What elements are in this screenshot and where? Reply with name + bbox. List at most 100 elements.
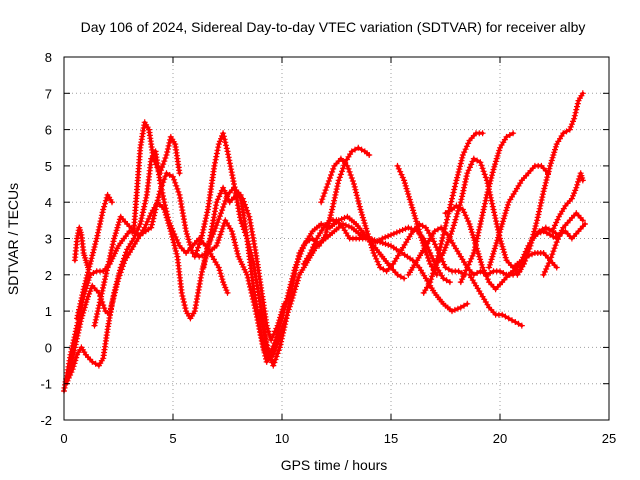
data-point-marker <box>239 195 246 202</box>
data-point-marker <box>443 219 450 226</box>
data-point-marker <box>568 195 575 202</box>
data-point-marker <box>552 230 559 237</box>
data-point-marker <box>118 261 125 268</box>
data-point-marker <box>330 165 337 172</box>
data-point-marker <box>574 100 581 107</box>
data-point-marker <box>333 186 340 193</box>
data-point-marker <box>486 183 493 190</box>
data-point-marker <box>229 231 236 238</box>
data-point-marker <box>553 219 560 226</box>
data-point-marker <box>492 161 499 168</box>
data-point-marker <box>109 241 116 248</box>
data-point-marker <box>474 270 481 276</box>
data-point-marker <box>459 206 466 213</box>
series-trace <box>75 193 114 320</box>
data-point-marker <box>470 234 477 241</box>
data-point-marker <box>571 115 578 122</box>
data-point-marker <box>353 189 360 196</box>
data-point-marker <box>449 225 456 232</box>
data-point-marker <box>489 172 495 179</box>
data-point-marker <box>163 152 170 158</box>
data-point-marker <box>330 200 337 207</box>
data-point-marker <box>368 244 375 251</box>
data-point-marker <box>501 251 508 258</box>
data-point-marker <box>571 190 578 197</box>
data-point-marker <box>454 174 461 181</box>
data-point-marker <box>279 332 286 339</box>
data-point-marker <box>469 158 476 165</box>
data-point-marker <box>440 275 447 282</box>
data-point-marker <box>444 239 451 246</box>
data-point-marker <box>74 312 81 319</box>
y-tick-label: -1 <box>40 377 52 392</box>
data-point-marker <box>455 207 462 214</box>
data-point-marker <box>107 252 114 259</box>
data-point-marker <box>540 271 547 278</box>
data-point-marker <box>472 241 479 248</box>
data-point-marker <box>108 302 115 309</box>
data-point-marker <box>496 229 503 236</box>
data-point-marker <box>510 130 517 137</box>
data-point-marker <box>393 229 400 236</box>
data-point-marker <box>533 220 540 227</box>
data-point-marker <box>151 158 158 165</box>
data-point-marker <box>574 181 581 188</box>
data-point-marker <box>337 171 344 178</box>
data-point-marker <box>119 258 126 265</box>
data-point-marker <box>399 174 406 181</box>
data-point-marker <box>402 225 409 232</box>
data-point-marker <box>397 168 404 175</box>
data-point-marker <box>74 332 81 339</box>
data-point-marker <box>111 289 118 296</box>
data-point-marker <box>477 256 484 263</box>
data-point-marker <box>270 331 277 338</box>
data-point-marker <box>356 203 363 210</box>
data-point-marker <box>432 241 438 248</box>
x-axis-ticks: 0 5 10 15 20 25 <box>60 57 616 446</box>
data-point-marker <box>467 223 474 230</box>
data-point-marker <box>501 249 508 256</box>
data-point-marker <box>115 273 122 279</box>
y-tick-label: -2 <box>40 413 52 428</box>
data-point-marker <box>451 183 458 190</box>
data-point-marker <box>335 177 342 184</box>
data-point-marker <box>440 231 447 238</box>
data-point-marker <box>145 215 152 222</box>
data-point-marker <box>497 268 503 275</box>
y-tick-label: 8 <box>45 50 52 65</box>
data-point-marker <box>493 221 500 227</box>
data-point-marker <box>216 213 223 220</box>
data-point-marker <box>294 277 301 284</box>
data-point-marker <box>203 252 210 259</box>
data-point-marker <box>468 161 475 168</box>
data-point-marker <box>579 90 586 97</box>
data-point-marker <box>545 171 551 178</box>
data-point-marker <box>86 263 93 270</box>
data-point-marker <box>278 309 285 315</box>
data-point-marker <box>459 154 466 161</box>
data-point-marker <box>538 197 545 203</box>
data-point-marker <box>541 268 548 275</box>
data-point-marker <box>483 273 490 280</box>
data-point-marker <box>385 233 392 240</box>
data-point-marker <box>502 210 509 217</box>
data-point-marker <box>497 226 504 233</box>
data-point-marker <box>458 196 465 203</box>
data-point-marker <box>542 182 549 189</box>
data-point-marker <box>150 155 157 162</box>
data-point-marker <box>87 258 94 265</box>
data-point-marker <box>358 146 365 153</box>
data-point-marker <box>568 121 575 128</box>
data-point-marker <box>183 231 190 237</box>
data-point-marker <box>281 324 288 331</box>
data-point-marker <box>566 126 573 133</box>
data-point-marker <box>559 230 566 237</box>
data-point-marker <box>113 227 120 234</box>
data-point-marker <box>71 347 78 354</box>
y-tick-label: 5 <box>45 159 52 174</box>
data-point-marker <box>491 209 498 216</box>
data-point-marker <box>355 198 362 204</box>
data-point-marker <box>374 258 381 265</box>
data-point-marker <box>114 224 121 231</box>
data-point-marker <box>213 222 220 229</box>
